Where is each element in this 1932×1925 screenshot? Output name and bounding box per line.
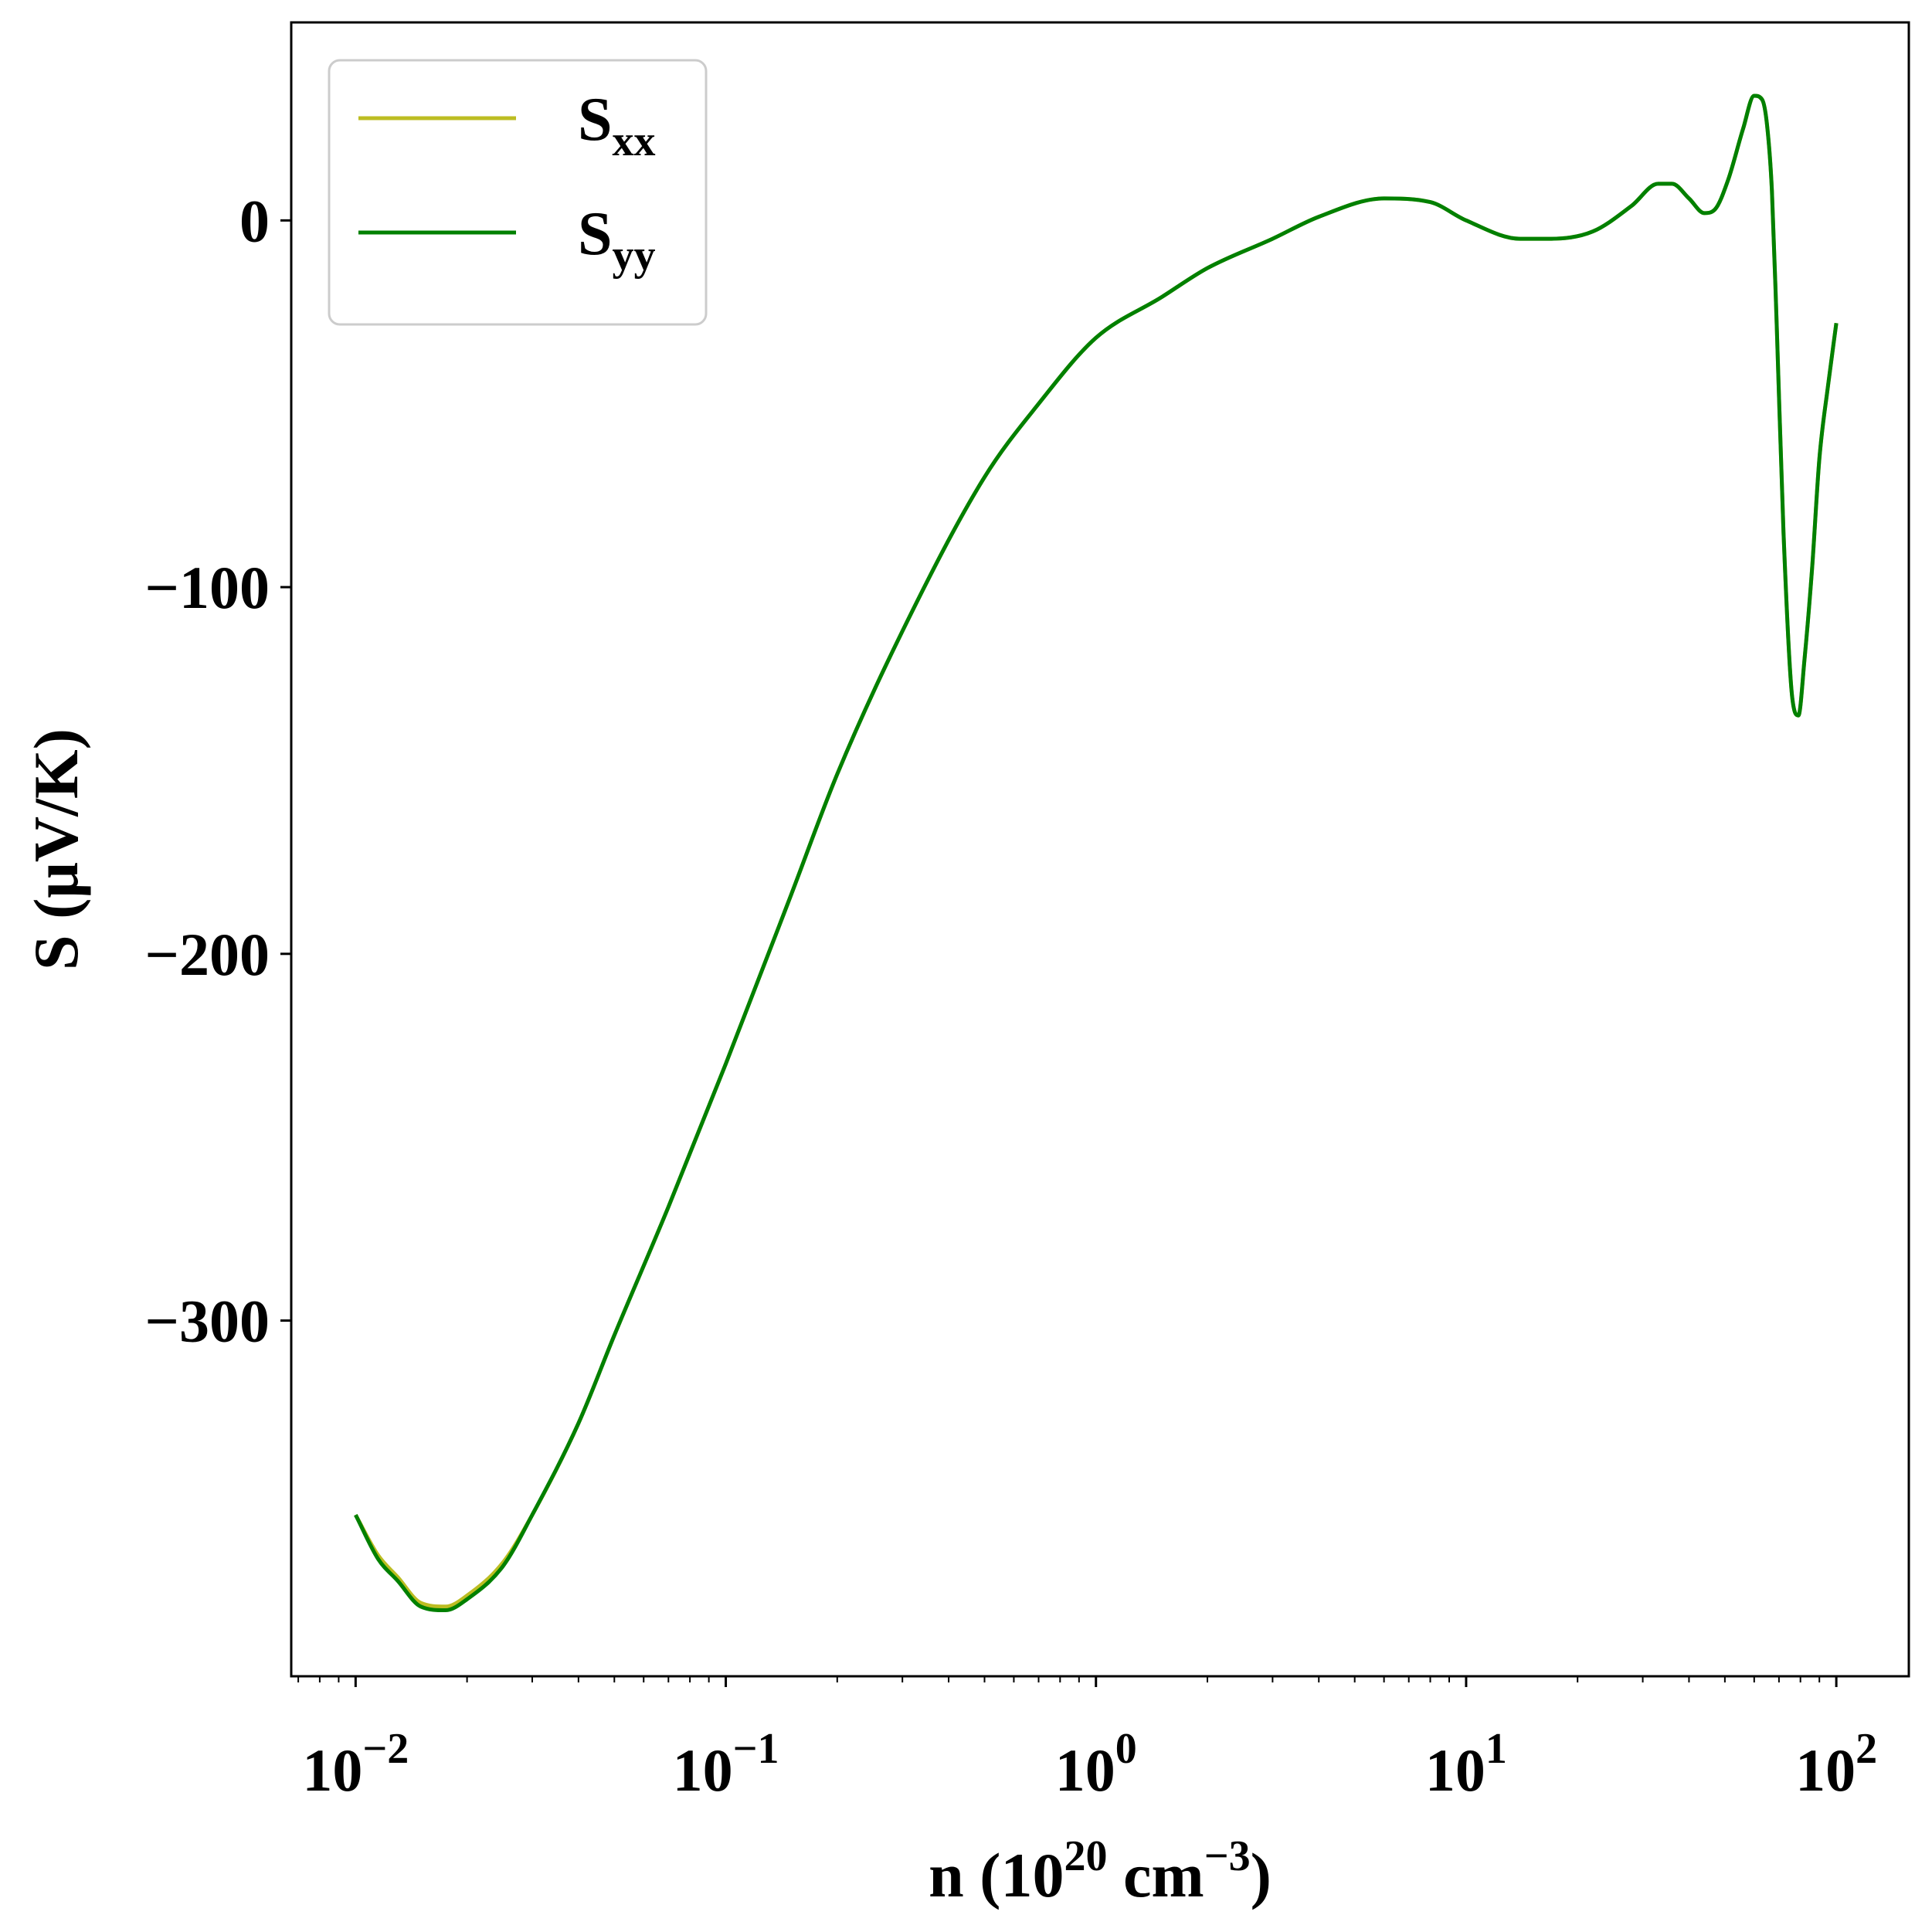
y-axis-label: S (μV/K) xyxy=(21,728,91,970)
x-axis-label-post: ) xyxy=(1251,1840,1272,1910)
legend-label-sxx: Sxx xyxy=(578,86,656,165)
x-tick-label: 10−2 xyxy=(302,1725,409,1804)
x-tick-label-base: 10 xyxy=(673,1737,733,1804)
x-tick-label-exponent: −2 xyxy=(362,1725,409,1773)
label-layer: n (1020 cm−3) S (μV/K) xyxy=(21,728,1272,1910)
series-line-syy xyxy=(354,93,1839,1613)
x-axis-label: n (1020 cm−3) xyxy=(929,1832,1272,1910)
y-tick-label: −300 xyxy=(145,1288,270,1355)
legend-label-main: S xyxy=(578,86,613,154)
x-axis-label-unit: cm xyxy=(1107,1840,1204,1910)
x-tick-label-exponent: 1 xyxy=(1486,1725,1507,1773)
y-tick-label: −200 xyxy=(145,921,270,988)
legend-label-syy: Syy xyxy=(578,200,656,280)
series-layer xyxy=(354,93,1839,1613)
legend-label-subscript: xx xyxy=(613,117,656,165)
x-tick-label-base: 10 xyxy=(1425,1737,1486,1804)
plot-frame xyxy=(290,21,1910,1678)
x-tick-label-base: 10 xyxy=(1795,1737,1856,1804)
x-axis-label-unit-exponent: −3 xyxy=(1204,1832,1251,1880)
x-tick-label-exponent: 2 xyxy=(1856,1725,1877,1773)
y-tick-label: −100 xyxy=(145,554,270,621)
x-tick-label: 100 xyxy=(1055,1725,1137,1804)
legend-label-subscript: yy xyxy=(613,232,656,280)
legend-box xyxy=(328,59,708,326)
x-tick-label: 10−1 xyxy=(673,1725,779,1804)
x-tick-label: 102 xyxy=(1795,1725,1877,1804)
x-tick-label: 101 xyxy=(1425,1725,1507,1804)
x-tick-label-base: 10 xyxy=(1055,1737,1115,1804)
x-axis-label-pre: n (10 xyxy=(929,1840,1064,1910)
x-tick-label-exponent: 0 xyxy=(1115,1725,1137,1773)
legend-label-main: S xyxy=(578,200,613,268)
x-tick-label-exponent: −1 xyxy=(733,1725,779,1773)
x-axis-label-exponent: 20 xyxy=(1064,1832,1107,1880)
x-tick-label-base: 10 xyxy=(302,1737,362,1804)
y-tick-label: 0 xyxy=(239,187,270,254)
